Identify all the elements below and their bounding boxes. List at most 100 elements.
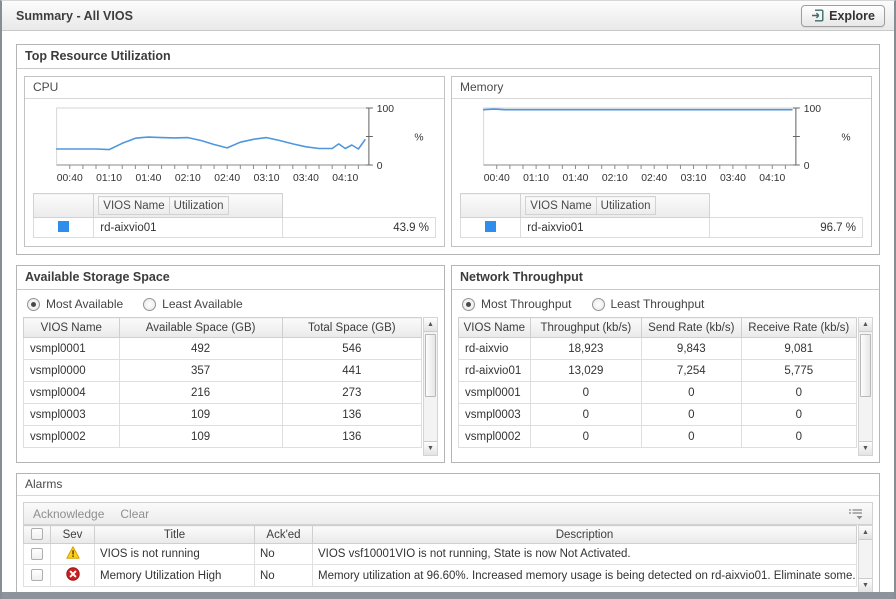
alarm-row[interactable]: Memory Utilization High No Memory utilizat… [23,564,857,587]
alarms-panel: Alarms Acknowledge Clear Sev Title Ack'ed D… [16,473,880,599]
scrollbar-thumb[interactable] [860,334,871,398]
table-cell: vsmpl0002 [23,425,120,448]
svg-text:04:10: 04:10 [332,173,358,184]
column-header[interactable]: VIOS Name [458,317,531,338]
alarm-row[interactable]: VIOS is not running No VIOS vsf10001VIO is… [23,543,857,565]
table-cell: 0 [641,403,742,426]
radio-option[interactable]: Most Throughput [462,297,572,311]
scroll-up-icon[interactable]: ▲ [424,318,437,332]
storage-radio-group: Most Available Least Available [17,290,444,317]
table-cell: 7,254 [641,359,742,382]
radio-button[interactable] [27,297,40,311]
column-header[interactable]: Sev [50,525,95,544]
column-header[interactable]: Send Rate (kb/s) [641,317,742,338]
table-cell: vsmpl0000 [23,359,120,382]
table-cell: 18,923 [529,337,643,360]
table-row[interactable]: vsmpl0002 0 0 0 [458,425,857,448]
svg-text:03:10: 03:10 [681,173,707,184]
column-header[interactable]: Total Space (GB) [281,317,422,338]
table-row[interactable]: vsmpl0000 357 441 [23,359,422,382]
svg-text:100: 100 [804,104,821,115]
table-row[interactable]: vsmpl0003 0 0 0 [458,403,857,426]
column-header[interactable]: Throughput (kb/s) [529,317,643,338]
alarm-title: VIOS is not running [94,543,255,565]
radio-button[interactable] [462,297,475,311]
acknowledge-button[interactable]: Acknowledge [33,506,105,521]
svg-text:0: 0 [804,161,810,172]
legend-swatch-cell [459,217,522,238]
table-row[interactable]: vsmpl0001 492 546 [23,337,422,360]
alarm-checkbox[interactable] [31,547,43,560]
svg-text:02:10: 02:10 [175,173,201,184]
svg-text:01:40: 01:40 [136,173,162,184]
svg-text:%: % [841,132,850,143]
series-color-swatch [58,221,70,232]
alarm-checkbox-cell [23,564,51,587]
network-scrollbar[interactable]: ▲ ▼ [858,317,873,456]
alarm-severity-cell [50,543,95,565]
explore-button-label: Explore [829,8,875,23]
cpu-chart: 00:40 01:10 01:40 02:10 02:40 03:10 03:40 04:10… [25,99,444,191]
radio-option[interactable]: Most Available [27,297,123,311]
table-row[interactable]: vsmpl0002 109 136 [23,425,422,448]
svg-text:0: 0 [377,161,383,172]
table-cell: 0 [529,425,643,448]
alarm-title: Memory Utilization High [94,564,255,587]
table-cell: 546 [281,337,422,360]
table-cell: 492 [118,337,283,360]
column-header[interactable]: Receive Rate (kb/s) [740,317,857,338]
table-cell: 9,843 [641,337,742,360]
table-cell: 13,029 [529,359,643,382]
table-row[interactable]: vsmpl0001 0 0 0 [458,381,857,404]
clear-button[interactable]: Clear [120,506,150,521]
legend-vios-name: rd-aixvio01 [93,217,284,238]
table-cell: 216 [118,381,283,404]
table-cell: vsmpl0001 [458,381,531,404]
scroll-down-icon[interactable]: ▼ [424,441,437,455]
alarms-toolbar: Acknowledge Clear [23,502,873,525]
select-all-checkbox[interactable] [31,528,43,541]
svg-text:02:40: 02:40 [641,173,667,184]
legend-row[interactable]: rd-aixvio01 43.9 % [32,217,436,238]
cpu-legend-table: VIOS Name Utilization rd-aixvio01 43.9 % [32,193,436,238]
column-header[interactable]: Description [312,525,857,544]
table-row[interactable]: vsmpl0003 109 136 [23,403,422,426]
column-header[interactable]: Available Space (GB) [118,317,283,338]
table-cell: 0 [740,381,857,404]
radio-option[interactable]: Least Throughput [591,297,705,311]
svg-text:04:10: 04:10 [759,173,785,184]
scrollbar-thumb[interactable] [425,334,436,398]
table-row[interactable]: rd-aixvio 18,923 9,843 9,081 [458,337,857,360]
table-cell: 441 [281,359,422,382]
storage-scrollbar[interactable]: ▲ ▼ [423,317,438,456]
column-header[interactable]: VIOS Name [23,317,120,338]
customize-columns-icon[interactable] [848,508,863,520]
alarm-description: Memory utilization at 96.60%. Increased … [312,564,857,587]
table-row[interactable]: rd-aixvio01 13,029 7,254 5,775 [458,359,857,382]
table-cell: vsmpl0002 [458,425,531,448]
scroll-down-icon[interactable]: ▼ [859,441,872,455]
svg-text:03:10: 03:10 [254,173,280,184]
alarm-checkbox[interactable] [31,569,43,582]
svg-text:%: % [414,132,423,143]
scroll-up-icon[interactable]: ▲ [859,318,872,332]
radio-button[interactable] [143,297,157,311]
network-radio-group: Most Throughput Least Throughput [452,290,879,317]
storage-table: VIOS Name Available Space (GB) Total Space… [23,317,422,448]
column-header[interactable]: Title [94,525,255,544]
alarms-scrollbar[interactable]: ▲ ▼ [858,525,873,593]
scroll-down-icon[interactable]: ▼ [859,578,872,592]
scroll-up-icon[interactable]: ▲ [859,526,872,540]
titlebar: Summary - All VIOS Explore [2,1,894,31]
radio-label: Least Throughput [610,297,705,311]
column-header[interactable]: Ack'ed [254,525,313,544]
explore-button[interactable]: Explore [801,4,885,27]
radio-option[interactable]: Least Available [143,297,243,311]
svg-text:02:40: 02:40 [214,173,240,184]
legend-row[interactable]: rd-aixvio01 96.7 % [459,217,863,238]
select-all-checkbox-header[interactable] [23,525,51,544]
table-row[interactable]: vsmpl0004 216 273 [23,381,422,404]
cpu-subpanel: CPU 00:40 01:10 01:40 02:10 02:40 03:10 03:40 0… [24,76,445,247]
radio-button[interactable] [591,297,605,311]
